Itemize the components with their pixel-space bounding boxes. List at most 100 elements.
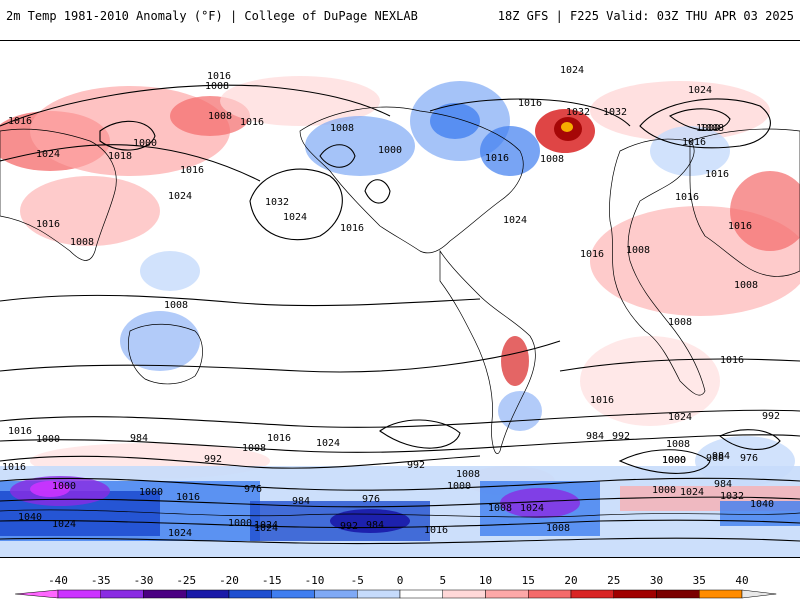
colorbar-swatch	[57, 589, 101, 599]
colorbar-swatch	[228, 589, 272, 599]
colorbar-tick-label: -30	[134, 574, 154, 587]
contour-label: 984	[366, 520, 384, 531]
isobars	[0, 84, 800, 545]
contour-label: 1008	[666, 439, 690, 450]
colorbar-tick-label: 40	[735, 574, 748, 587]
colorbar-tick-label: 30	[650, 574, 663, 587]
contour-label: 1016	[340, 223, 364, 234]
contour-label: 1008	[488, 503, 512, 514]
contour-label: 1032	[566, 107, 590, 118]
contour-label: 1008	[456, 469, 480, 480]
colorbar-swatch	[613, 589, 657, 599]
contour-label: 1024	[688, 85, 712, 96]
contour-label: 1000	[447, 481, 471, 492]
colorbar-tick-label: -15	[262, 574, 282, 587]
contour-label: 1024	[168, 528, 192, 539]
contour-label: 1016	[267, 433, 291, 444]
contour-label: 1016	[728, 221, 752, 232]
contour-label: 992	[204, 454, 222, 465]
colorbar-tick-labels: -40 -35 -30 -25 -20 -15 -10 -5 0 5 10 15 20 25 30 35 40	[48, 574, 749, 587]
contour-label: 1040	[18, 512, 42, 523]
colorbar-swatches	[15, 589, 777, 599]
contour-label: 1016	[720, 355, 744, 366]
contour-label: 1008	[70, 237, 94, 248]
contour-label: 1024	[316, 438, 340, 449]
contour-label: 1024	[668, 412, 692, 423]
contour-label: 1000	[52, 481, 76, 492]
contour-label: 992	[762, 411, 780, 422]
contour-label: 1016	[705, 169, 729, 180]
contour-label: 992	[340, 521, 358, 532]
colorbar-legend: -40 -35 -30 -25 -20 -15 -10 -5 0 5 10 15 20 25 30 35 40	[0, 570, 800, 600]
contour-label: 1016	[580, 249, 604, 260]
contour-label: 984	[292, 496, 310, 507]
contour-label: 1000	[133, 138, 157, 149]
contour-label: 992	[612, 431, 630, 442]
contour-label: 1018	[108, 151, 132, 162]
colorbar-swatch	[656, 589, 700, 599]
contour-label: 1000	[652, 485, 676, 496]
contour-label: 984	[714, 479, 732, 490]
contour-label: 1024	[254, 523, 278, 534]
contour-label: 1008	[668, 317, 692, 328]
contour-label: 1016	[8, 116, 32, 127]
colorbar-swatch	[143, 589, 187, 599]
contour-label: 1000	[36, 434, 60, 445]
contour-label: 1024	[52, 519, 76, 530]
map-title: 2m Temp 1981-2010 Anomaly (°F) | College…	[6, 9, 418, 23]
contour-label: 1008	[330, 123, 354, 134]
contour-label: 1016	[590, 395, 614, 406]
colorbar-tick-label: -25	[176, 574, 196, 587]
colorbar-tick-label: 0	[397, 574, 404, 587]
contour-label: 1024	[283, 212, 307, 223]
contour-label: 1008	[734, 280, 758, 291]
contour-label: 1016	[8, 426, 32, 437]
contour-label: 984	[712, 451, 730, 462]
contour-label: 1024	[560, 65, 584, 76]
anomaly-map: 1016 1008 1016 1008 1016 1024 1018 1000 …	[0, 65, 800, 557]
contour-label: 1008	[208, 111, 232, 122]
contour-label: 1008	[205, 81, 229, 92]
contour-label: 1008	[700, 123, 724, 134]
colorbar-swatch	[15, 589, 59, 599]
colorbar-tick-label: 35	[693, 574, 706, 587]
contour-label: 1024	[254, 520, 278, 531]
colorbar-swatch	[186, 589, 230, 599]
contour-label: 1008	[242, 443, 266, 454]
coastlines	[0, 106, 800, 518]
contour-label: 1016	[240, 117, 264, 128]
colorbar-tick-label: -20	[219, 574, 239, 587]
colorbar-swatch	[357, 589, 401, 599]
contour-label: 1032	[265, 197, 289, 208]
contour-label: 1032	[720, 491, 744, 502]
colorbar-swatch	[570, 589, 614, 599]
contour-label: 1000	[228, 518, 252, 529]
colorbar-tick-label: 5	[439, 574, 446, 587]
contour-label: 976	[740, 453, 758, 464]
anomaly-shading	[0, 76, 800, 557]
contour-label: 1016	[176, 492, 200, 503]
contour-label: 1016	[207, 71, 231, 82]
contour-label: 1000	[139, 487, 163, 498]
colorbar-swatch	[442, 589, 486, 599]
contour-label: 1016	[518, 98, 542, 109]
contour-label: 968	[706, 453, 724, 464]
map-header: 2m Temp 1981-2010 Anomaly (°F) | College…	[0, 0, 800, 32]
contour-label: 1000	[378, 145, 402, 156]
model-run-info: 18Z GFS | F225 Valid: 03Z THU APR 03 202…	[497, 9, 794, 23]
colorbar-tick-label: 10	[479, 574, 492, 587]
colorbar-swatch	[699, 589, 743, 599]
colorbar-tick-label: -40	[48, 574, 68, 587]
colorbar-tick-label: -5	[351, 574, 364, 587]
contour-label: 1008	[546, 523, 570, 534]
colorbar-tick-label: -35	[91, 574, 111, 587]
contour-label: 1024	[36, 149, 60, 160]
contour-label: 1040	[750, 499, 774, 510]
contour-label: 984	[130, 433, 148, 444]
contour-label: 1000	[662, 455, 686, 466]
colorbar-swatch	[271, 589, 315, 599]
contour-label: 1016	[485, 153, 509, 164]
contour-label: 1016	[424, 525, 448, 536]
contour-label: 976	[244, 484, 262, 495]
colorbar-tick-label: -10	[305, 574, 325, 587]
